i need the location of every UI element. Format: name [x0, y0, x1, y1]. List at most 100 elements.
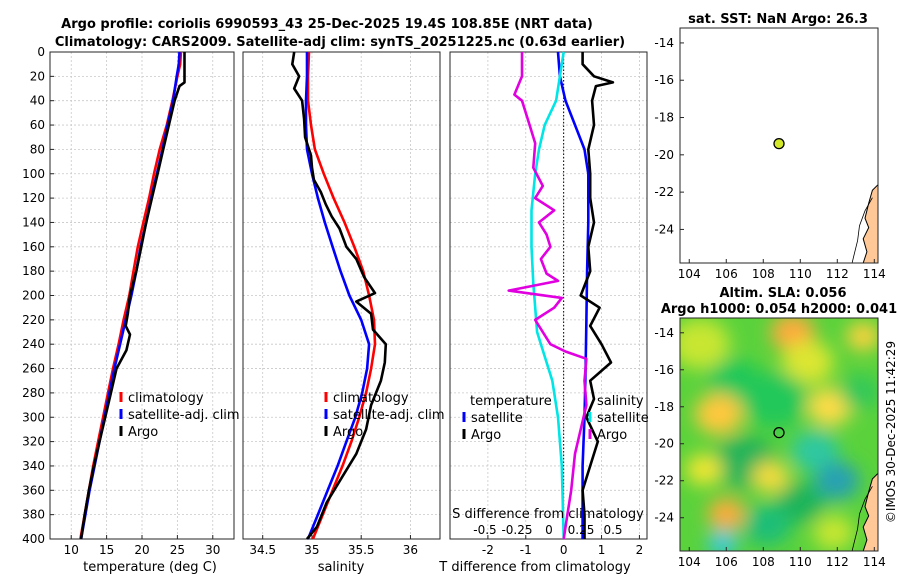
x-tick-label: 114: [863, 267, 886, 281]
y-tick-label: -18: [654, 111, 674, 125]
t-difference-xlabel: T difference from climatology: [438, 560, 631, 575]
map-frame: [679, 317, 879, 552]
legend-label: climatology: [333, 391, 409, 406]
legend-label: satellite: [471, 411, 523, 426]
series-line-satellite-adj-clim: [304, 52, 371, 540]
y-tick-label: 20: [30, 69, 45, 83]
y-tick-label: -24: [654, 222, 674, 236]
x-tick-label: 10: [64, 543, 79, 557]
legend-title-salinity: salinity: [597, 394, 644, 409]
x-tick-label: 20: [134, 543, 149, 557]
y-tick-label: 280: [22, 386, 45, 400]
x-tick-label: 112: [826, 555, 849, 569]
series-line-argo: [79, 52, 186, 540]
x2-tick-label: 0: [545, 523, 553, 537]
legend-label: Argo: [333, 425, 363, 440]
map-frame: [679, 27, 879, 264]
y-tick-label: 240: [22, 337, 45, 351]
y-tick-label: -22: [654, 185, 674, 199]
series-line-s-satellite: [530, 51, 565, 540]
x-tick-label: -2: [482, 543, 494, 557]
legend-label: Argo: [128, 425, 158, 440]
y-tick-label: 360: [22, 483, 45, 497]
sla-anomaly-patch: [791, 430, 840, 472]
land-mass: [862, 472, 878, 551]
y-tick-label: -18: [654, 400, 674, 414]
x-tick-label: 112: [826, 267, 849, 281]
salinity-panel: 34.5 35 35.5 36 climatology satellite-adj. cl…: [242, 51, 445, 557]
sla-anomaly-patch: [815, 461, 860, 500]
sla-field: [680, 318, 878, 551]
figure-title-line1: Argo profile: coriolis 6990593_43 25-Dec…: [61, 17, 593, 32]
map-content: [680, 318, 878, 551]
x-tick-label: 35: [304, 543, 319, 557]
sla-map-title-line1: Altim. SLA: 0.056: [720, 286, 847, 301]
legend-label: satellite-adj. clim: [128, 408, 240, 423]
y-tick-label: 100: [22, 167, 45, 181]
coastline-contour: [851, 197, 873, 263]
y-tick-label: 160: [22, 240, 45, 254]
sla-anomaly-patch: [741, 371, 808, 428]
credit-text: ©IMOS 30-Dec-2025 11:42:29: [884, 341, 898, 523]
y-tick-label: 400: [22, 532, 45, 546]
legend-label: Argo: [597, 428, 627, 443]
series-line-s-argo: [507, 52, 588, 540]
series-line-t-argo: [579, 52, 615, 539]
y-tick-label: -16: [654, 363, 674, 377]
s-difference-xlabel: S difference from climatology: [452, 507, 644, 522]
x2-tick-label: 0.5: [603, 523, 622, 537]
x-tick-label: 2: [636, 543, 644, 557]
legend-label: satellite-adj. clim: [333, 408, 445, 423]
legend-label: satellite: [597, 411, 649, 426]
y-tick-label: 60: [30, 118, 45, 132]
y-tick-label: -20: [654, 437, 674, 451]
y-tick-label: -22: [654, 474, 674, 488]
x-tick-label: 25: [170, 543, 185, 557]
x-tick-label: 104: [678, 555, 701, 569]
y-tick-label: 320: [22, 435, 45, 449]
sla-anomaly-patch: [839, 374, 878, 410]
sla-anomaly-patch: [781, 340, 834, 385]
legend-label: Argo: [471, 428, 501, 443]
x-tick-label: 106: [715, 267, 738, 281]
y-tick-label: 200: [22, 289, 45, 303]
y-tick-label: -14: [654, 326, 674, 340]
y-tick-label: 300: [22, 410, 45, 424]
figure-title-line2: Climatology: CARS2009. Satellite-adj cli…: [55, 35, 625, 50]
y-tick-label: 80: [30, 142, 45, 156]
y-tick-label: 260: [22, 362, 45, 376]
x-tick-label: 104: [678, 267, 701, 281]
y-tick-label: 40: [30, 94, 45, 108]
x-tick-label: 15: [99, 543, 114, 557]
axes-frame: [242, 51, 441, 540]
land-mass: [862, 183, 878, 263]
sla-anomaly-patch: [742, 504, 792, 546]
coastline-contour: [851, 486, 873, 551]
x-tick-label: -1: [520, 543, 532, 557]
sla-anomaly-patch: [813, 515, 854, 550]
sst-map-panel: 104 106 108 110 112 114 -14 -16 -18 -20 -22 -24: [654, 27, 886, 281]
temperature-xlabel: temperature (deg C): [83, 560, 217, 575]
temperature-panel: 10 15 20 25 30020406080100120140160180200220…: [22, 45, 240, 557]
x-tick-label: 108: [752, 267, 775, 281]
y-tick-label: 340: [22, 459, 45, 473]
x-tick-label: 0: [560, 543, 568, 557]
y-tick-label: 180: [22, 264, 45, 278]
y-tick-label: 220: [22, 313, 45, 327]
y-tick-label: 140: [22, 215, 45, 229]
axes-frame: [449, 51, 648, 540]
x2-tick-label: -0.25: [501, 523, 532, 537]
legend-title-temperature: temperature: [470, 394, 552, 409]
x-tick-label: 1: [598, 543, 606, 557]
salinity-xlabel: salinity: [318, 560, 365, 575]
y-tick-label: -14: [654, 36, 674, 50]
x-tick-label: 36: [403, 543, 418, 557]
sla-anomaly-patch: [707, 531, 738, 551]
legend-label: climatology: [128, 391, 204, 406]
sla-anomaly-patch: [846, 322, 878, 351]
x-tick-label: 114: [863, 555, 886, 569]
sla-anomaly-patch: [680, 318, 730, 370]
sst-map-title: sat. SST: NaN Argo: 26.3: [688, 12, 868, 27]
y-tick-label: 0: [37, 45, 45, 59]
